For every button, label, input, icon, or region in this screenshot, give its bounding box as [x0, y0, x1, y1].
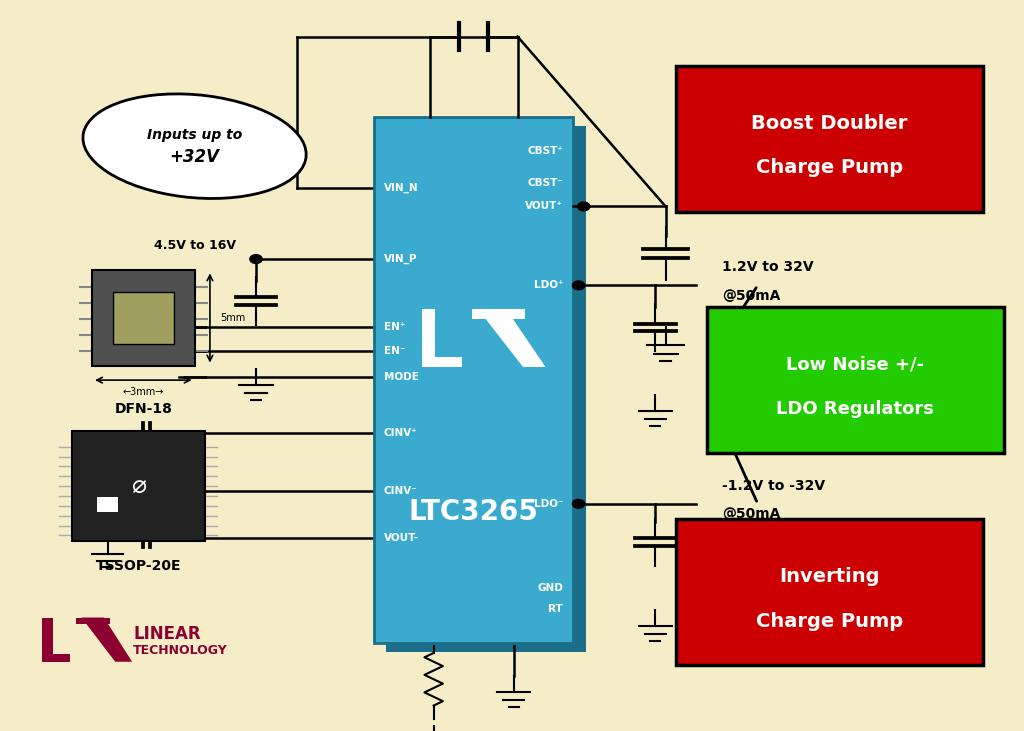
Text: TECHNOLOGY: TECHNOLOGY	[133, 644, 228, 657]
Text: GND: GND	[538, 583, 563, 593]
Circle shape	[578, 202, 590, 211]
Bar	[42, 618, 53, 662]
Text: ⟨T: ⟨T	[454, 312, 514, 364]
Circle shape	[250, 254, 262, 263]
Text: LDO Regulators: LDO Regulators	[776, 400, 934, 418]
Text: CINV⁻: CINV⁻	[384, 485, 418, 496]
Text: Inverting: Inverting	[779, 567, 880, 586]
FancyBboxPatch shape	[386, 126, 586, 652]
Text: Low Noise +/-: Low Noise +/-	[786, 355, 924, 374]
Bar	[113, 292, 174, 344]
Text: ⌀: ⌀	[131, 474, 145, 498]
Circle shape	[572, 499, 585, 508]
Text: RT: RT	[549, 604, 563, 614]
FancyBboxPatch shape	[92, 270, 195, 366]
FancyBboxPatch shape	[707, 307, 1004, 453]
Text: LTC3265: LTC3265	[409, 498, 539, 526]
FancyBboxPatch shape	[72, 431, 205, 541]
Bar	[76, 618, 110, 624]
Text: @50mA: @50mA	[722, 289, 780, 303]
Text: 1.2V to 32V: 1.2V to 32V	[722, 260, 813, 274]
Text: LDO⁻: LDO⁻	[534, 499, 563, 509]
Text: EN⁻: EN⁻	[384, 346, 406, 356]
Circle shape	[572, 281, 585, 289]
FancyBboxPatch shape	[676, 519, 983, 665]
Text: 4.5V to 16V: 4.5V to 16V	[154, 239, 236, 251]
Polygon shape	[81, 618, 132, 662]
Text: Charge Pump: Charge Pump	[756, 612, 903, 631]
Text: LDO⁺: LDO⁺	[534, 281, 563, 290]
Ellipse shape	[83, 94, 306, 199]
Text: -1.2V to -32V: -1.2V to -32V	[722, 479, 825, 493]
Bar	[97, 497, 118, 512]
Text: EN⁺: EN⁺	[384, 322, 406, 333]
Text: DFN-18: DFN-18	[115, 402, 172, 416]
Bar	[42, 654, 70, 662]
Text: Boost Doubler: Boost Doubler	[752, 113, 907, 132]
Text: VOUT⁺: VOUT⁺	[525, 202, 563, 211]
Bar	[422, 357, 462, 367]
Text: CBST⁻: CBST⁻	[527, 178, 563, 188]
Text: MODE: MODE	[384, 373, 419, 382]
FancyBboxPatch shape	[374, 117, 573, 643]
Text: @50mA: @50mA	[722, 507, 780, 521]
Text: 5mm: 5mm	[220, 313, 246, 323]
Text: VIN_P: VIN_P	[384, 254, 418, 264]
Bar	[472, 309, 525, 319]
Text: VIN_N: VIN_N	[384, 183, 419, 193]
FancyBboxPatch shape	[676, 66, 983, 212]
Bar	[422, 309, 435, 367]
Text: CBST⁺: CBST⁺	[527, 146, 563, 156]
Text: TSSOP-20E: TSSOP-20E	[95, 559, 181, 573]
Text: Inputs up to: Inputs up to	[146, 128, 243, 143]
Text: CINV⁺: CINV⁺	[384, 428, 418, 438]
Text: +32V: +32V	[170, 148, 219, 166]
Text: Charge Pump: Charge Pump	[756, 159, 903, 178]
Text: LINEAR: LINEAR	[133, 625, 201, 643]
Polygon shape	[478, 309, 546, 367]
Text: VOUT-: VOUT-	[384, 533, 419, 543]
Text: ←3mm→: ←3mm→	[123, 387, 164, 398]
